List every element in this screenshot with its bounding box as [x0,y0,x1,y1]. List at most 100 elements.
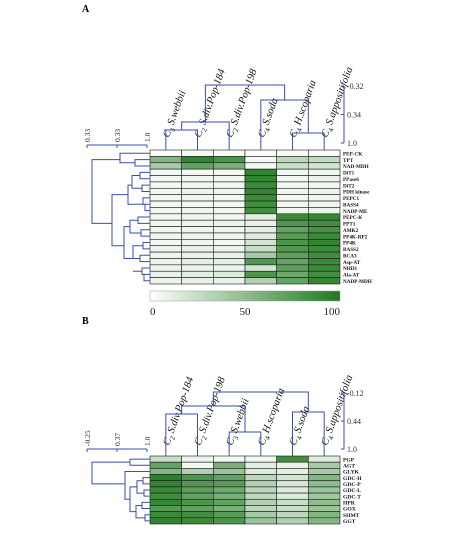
heatmap-cell [149,511,182,519]
heatmap-cell [276,264,309,272]
heatmap-cell [276,181,309,189]
heatmap-cell [276,213,309,221]
heatmap-cell [276,162,309,170]
column-label: C4 H.scoparia [288,79,321,140]
heatmap-cell [308,213,341,221]
row-label: PEPC-K [343,215,362,221]
heatmap-cell [308,194,341,202]
heatmap-cell [213,468,246,475]
heatmap-cell [276,207,309,215]
heatmap-cell [308,517,341,525]
heatmap-cell [149,455,182,463]
heatmap-cell [244,232,277,240]
heatmap-cell [308,277,341,285]
column-label: C2 S.div.Pop-198 [225,67,262,140]
heatmap-cell [276,232,309,240]
heatmap-cell [308,455,341,463]
row-dendrogram-branch [129,219,141,234]
heatmap-cell [213,149,246,157]
heatmap-cell [308,162,341,170]
row-label: GDC-P [343,482,361,488]
heatmap-cell [213,175,246,183]
heatmap-cell [244,213,277,221]
heatmap-cell [276,226,309,234]
row-label: PPase6 [343,177,359,183]
heatmap-cell [276,194,309,202]
heatmap-cell [244,468,277,475]
heatmap-cell [276,474,309,482]
row-dendrogram-scale-label: 0.33 [113,129,122,142]
heatmap-cell [276,156,309,164]
heatmap-cell [276,486,309,494]
heatmap-cell [149,194,182,202]
row-label: PDH kinase [343,190,370,196]
heatmap-cell [213,200,246,208]
heatmap-cell [181,232,214,240]
heatmap-cell [308,168,341,176]
heatmap-cell [149,168,182,176]
row-dendrogram-branch [144,514,150,522]
row-dendrogram-scale-label: 1.0 [143,436,152,446]
heatmap-cell [213,251,246,259]
colorbar-tick-label: 100 [324,306,341,318]
heatmap-cell [149,200,182,208]
row-dendrogram-branch [140,229,150,237]
heatmap-cell [181,258,214,266]
row-dendrogram-scale-label: -0.25 [83,430,92,446]
heatmap-cell [276,270,309,278]
heatmap-cell [213,511,246,519]
column-label: C2 S.div.Pop-184 [193,67,230,140]
column-label: C2 S.div.Pop-198 [193,375,230,448]
row-label: GOX [343,507,356,513]
heatmap-cell [181,511,214,519]
heatmap-cell [181,175,214,183]
row-label: GDC-T [343,494,361,500]
heatmap-cell [213,474,246,482]
heatmap-cell [181,226,214,234]
heatmap-cell [276,505,309,512]
heatmap-cell [276,492,309,500]
heatmap-cell [181,200,214,208]
heatmap-cell [149,517,182,525]
heatmap-cell [213,232,246,240]
heatmap-cell [276,511,309,519]
heatmap-cell [181,194,214,202]
heatmap-cell [276,219,309,227]
heatmap-cell [149,474,182,482]
row-label: GLYK [343,470,360,476]
heatmap-cell [149,505,182,512]
heatmap-cell [244,149,277,157]
row-dendrogram-branch [137,216,150,224]
heatmap-cell [181,181,214,189]
heatmap-cell [181,156,214,164]
heatmap-cell [308,239,341,247]
row-dendrogram-branch [124,470,150,500]
heatmap-cell [149,239,182,247]
row-dendrogram-scale-label: 0.37 [113,433,122,446]
heatmap-cell [244,270,277,278]
heatmap-cell [308,486,341,494]
row-label: PEPC1 [343,196,360,202]
heatmap-cell [308,251,341,259]
heatmap-cell [213,258,246,266]
heatmap-cell [213,486,246,494]
row-dendrogram-branch [134,159,150,167]
column-dendrogram-scale-label: 0.34 [347,111,361,120]
heatmap-cell [244,492,277,500]
heatmap-cell [213,264,246,272]
heatmap-cell [308,156,341,164]
row-label: NADP-ME [343,209,368,215]
heatmap-cell [244,480,277,488]
heatmap-cell [308,175,341,183]
row-label: BCA3 [343,253,357,259]
heatmap-cell [276,245,309,253]
heatmap-cell [149,156,182,164]
row-dendrogram-branch [142,242,150,250]
heatmap-cell [276,200,309,208]
heatmap-cell [149,264,182,272]
row-dendrogram-branch [111,194,128,247]
row-label: DiT2 [343,183,355,189]
